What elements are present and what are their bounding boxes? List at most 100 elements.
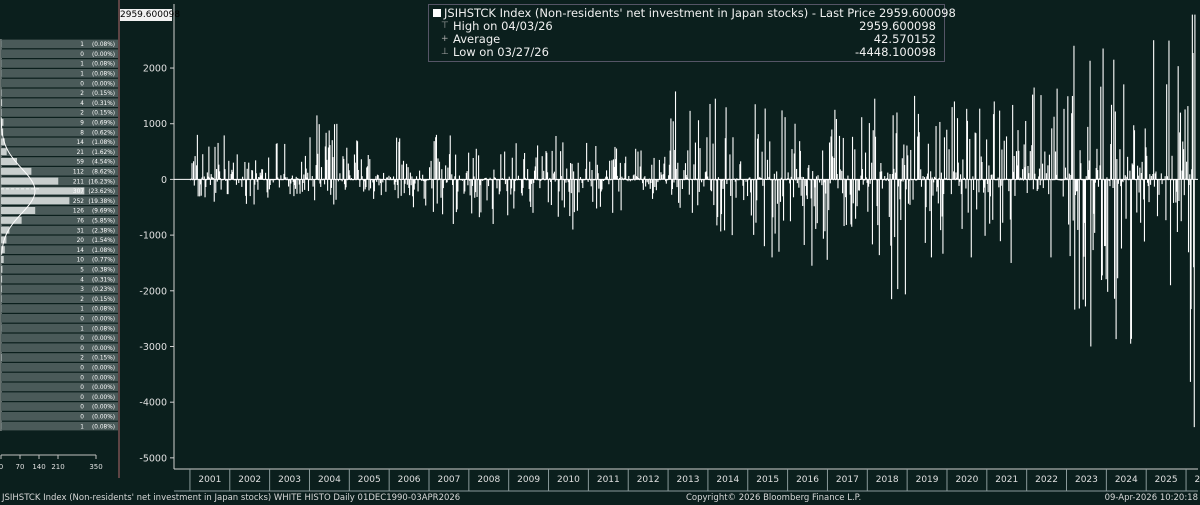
histogram-row-bg — [1, 304, 118, 313]
data-bar — [931, 177, 933, 180]
data-bar — [625, 156, 627, 180]
data-bar — [422, 179, 424, 182]
histogram-count-label: 112 — [73, 169, 84, 175]
data-bar — [1116, 159, 1118, 180]
data-bar — [687, 150, 689, 180]
data-bar — [709, 103, 711, 180]
data-bar — [532, 179, 534, 213]
data-bar — [530, 179, 533, 184]
data-bar — [1146, 155, 1148, 180]
data-bar — [987, 179, 989, 193]
data-bar — [370, 179, 372, 189]
data-bar — [513, 179, 515, 209]
data-bar — [629, 179, 631, 182]
data-bar — [494, 177, 496, 180]
data-bar — [915, 179, 917, 181]
data-bar — [576, 179, 578, 211]
data-bar — [830, 136, 832, 180]
data-bar — [784, 117, 786, 180]
x-tick-label: 2011 — [597, 475, 620, 485]
data-bar — [895, 133, 897, 180]
data-bar — [1001, 149, 1003, 180]
y-tick-label: -5000 — [139, 453, 167, 464]
data-bar — [213, 179, 215, 202]
histogram-percent-label: (0.00%) — [92, 316, 115, 322]
data-bar — [294, 179, 296, 186]
data-bar — [1192, 53, 1194, 180]
histogram-row-bg — [1, 176, 118, 186]
data-bar — [953, 101, 955, 180]
data-bar — [1143, 179, 1145, 242]
data-bar — [591, 170, 593, 180]
data-bar — [311, 176, 313, 180]
data-bar — [534, 166, 536, 180]
data-bar — [277, 177, 279, 180]
data-bar — [241, 179, 243, 187]
histogram-row-bg — [1, 421, 118, 431]
histogram-row-bg — [1, 382, 118, 392]
data-bar — [353, 154, 356, 180]
data-bar — [1089, 60, 1091, 180]
histogram-count-label: 0 — [80, 346, 84, 352]
data-bar — [897, 179, 900, 187]
data-bar — [219, 171, 221, 180]
data-bar — [657, 179, 659, 183]
data-bar — [369, 159, 371, 180]
data-bar — [1177, 66, 1179, 180]
data-bar — [457, 179, 459, 192]
data-bar — [235, 179, 238, 185]
data-bar — [1094, 179, 1096, 233]
data-bar — [716, 179, 718, 226]
data-bar — [401, 164, 403, 180]
histogram-count-label: 8 — [80, 130, 84, 136]
data-bar — [923, 177, 926, 180]
data-bar — [1186, 161, 1188, 180]
histogram-percent-label: (0.31%) — [92, 101, 115, 107]
data-bar — [510, 179, 513, 189]
data-bar — [729, 154, 731, 180]
data-bar — [839, 169, 841, 180]
histogram-bar — [1, 187, 85, 195]
data-bar — [284, 143, 286, 180]
data-bar — [484, 178, 486, 180]
data-bar — [642, 179, 644, 184]
data-bar — [216, 179, 218, 182]
data-bar — [555, 135, 557, 180]
data-bar — [778, 179, 780, 252]
x-tick-label: 2010 — [557, 475, 580, 485]
high-marker-icon: ⊤ — [441, 21, 449, 31]
histogram-percent-label: (9.69%) — [92, 209, 115, 215]
histogram-percent-label: (0.62%) — [92, 130, 115, 136]
data-bar — [599, 179, 601, 207]
data-bar — [1161, 179, 1163, 185]
data-bar — [843, 179, 845, 227]
data-bar — [679, 179, 681, 208]
data-bar — [236, 154, 238, 180]
data-bar — [624, 163, 626, 180]
data-bar — [590, 179, 592, 187]
data-bar — [858, 179, 860, 191]
data-bar — [845, 179, 847, 225]
histogram-count-label: 14 — [77, 248, 85, 254]
data-bar — [423, 179, 425, 199]
x-tick-label: 2019 — [916, 475, 939, 485]
data-bar — [1084, 179, 1086, 307]
data-bar — [246, 168, 248, 180]
data-bar — [252, 170, 254, 180]
data-bar — [672, 121, 674, 180]
data-bar — [363, 179, 365, 182]
data-bar — [592, 179, 594, 202]
data-bar — [650, 179, 652, 184]
histogram-percent-label: (0.31%) — [92, 277, 115, 283]
data-bar — [407, 167, 409, 180]
data-bar — [736, 178, 738, 180]
data-bar — [1084, 179, 1086, 223]
legend-last-price: 2959.600098 — [878, 6, 956, 20]
data-bar — [291, 175, 293, 180]
data-bar — [1077, 179, 1079, 230]
data-bar — [1041, 179, 1043, 181]
data-bar — [296, 179, 298, 194]
data-bar — [776, 179, 778, 204]
data-bar — [1127, 156, 1129, 180]
data-bar — [689, 110, 691, 180]
